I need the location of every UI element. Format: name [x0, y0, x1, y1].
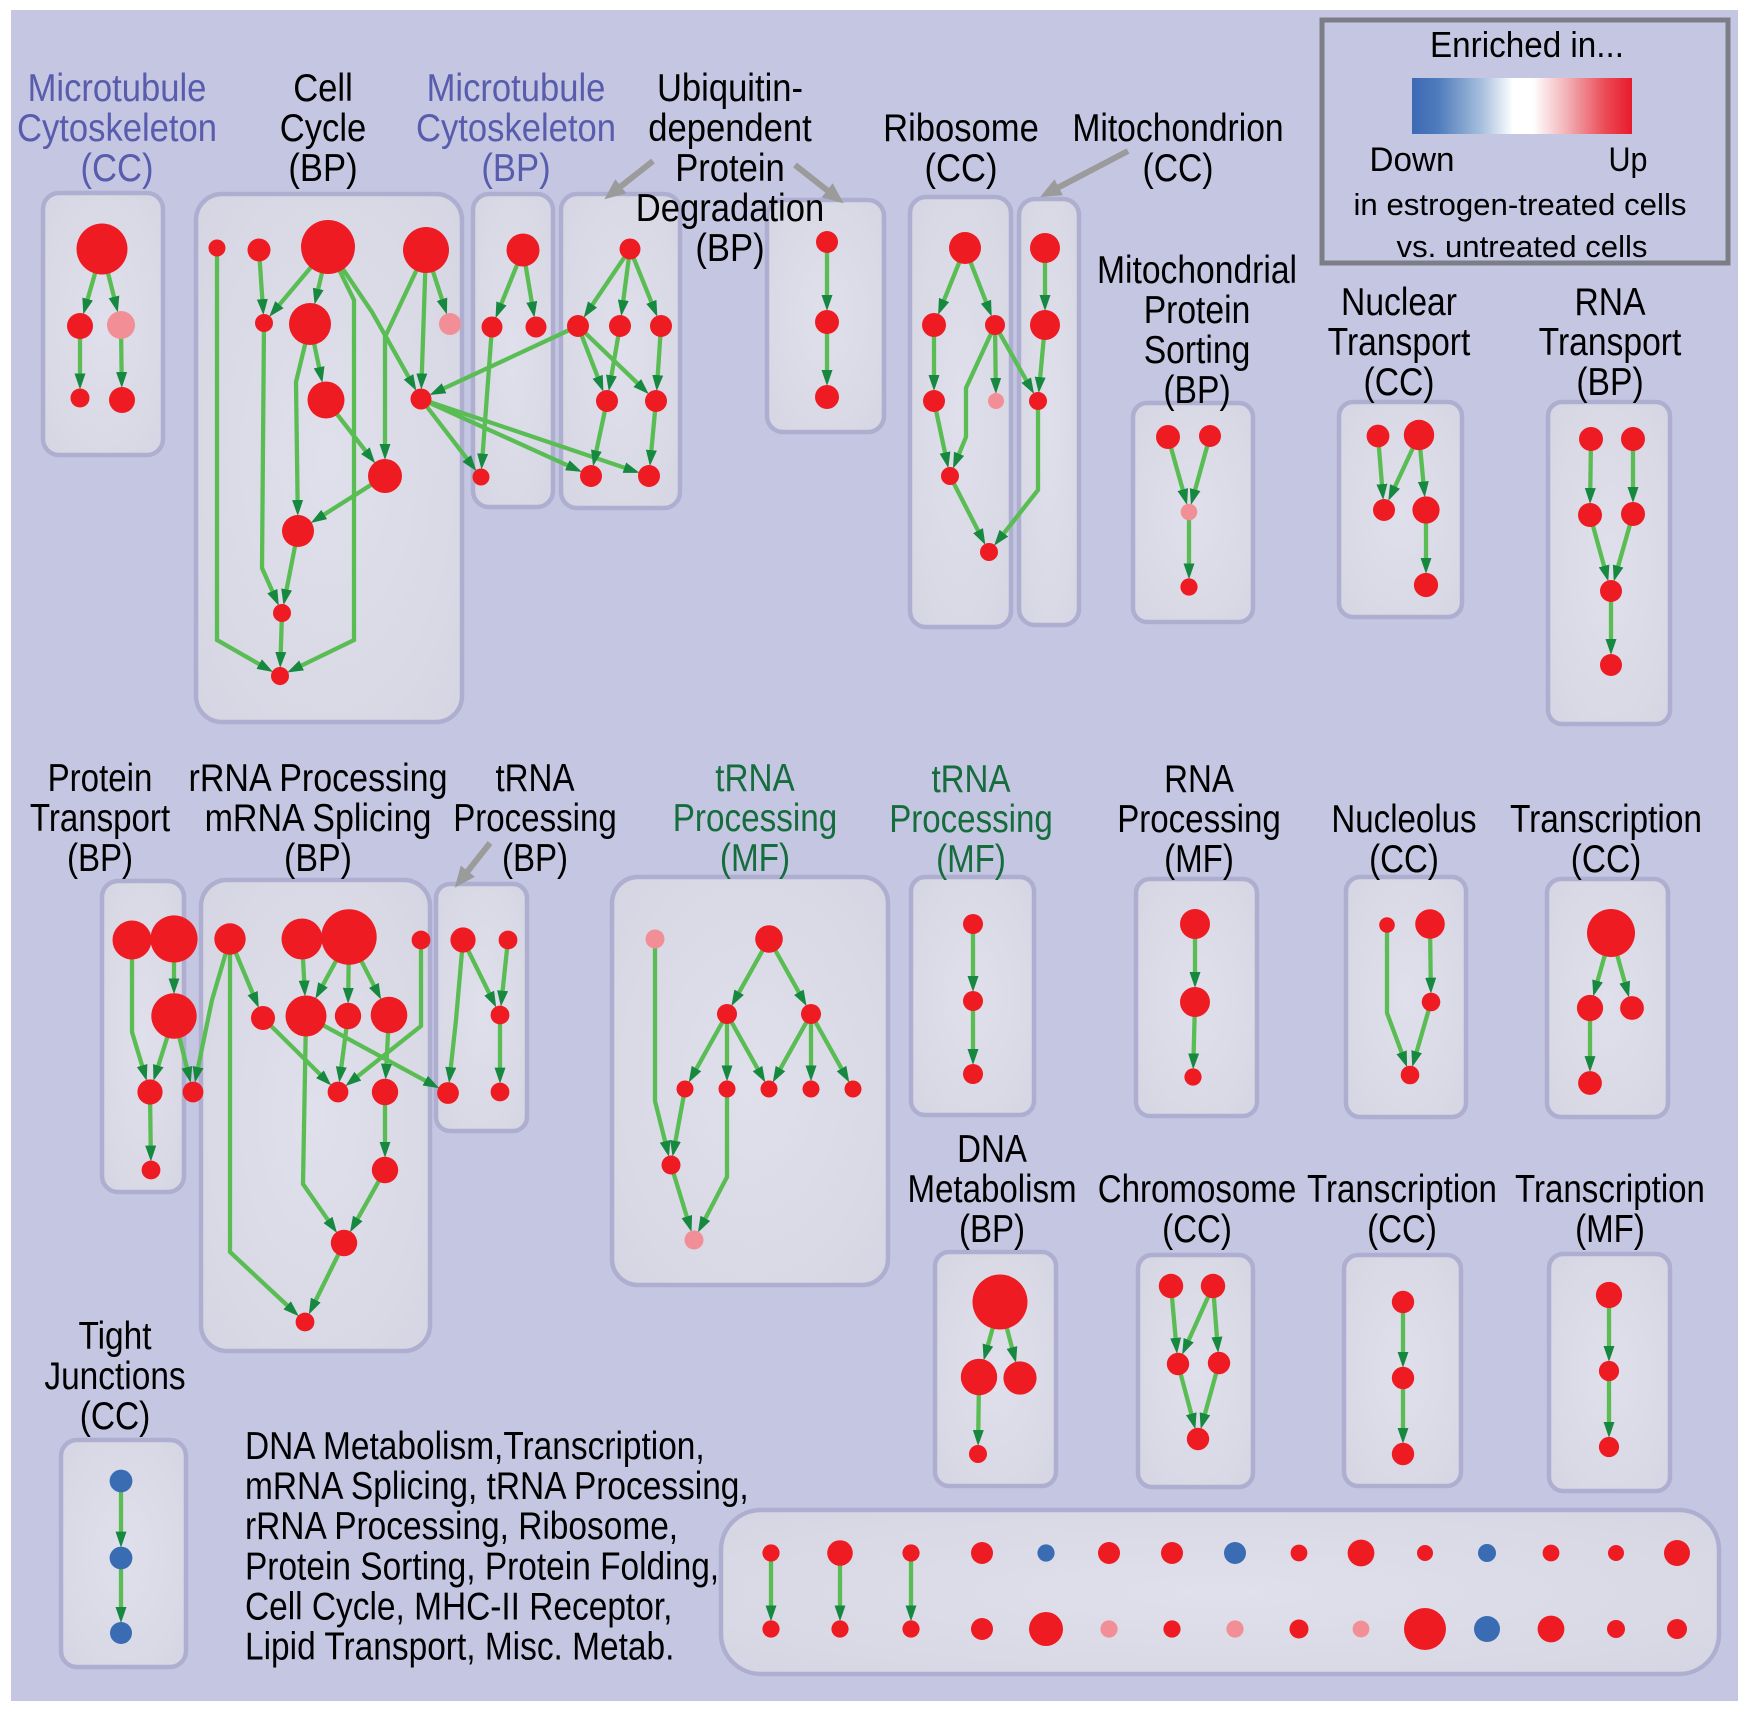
svg-text:Down: Down — [1370, 141, 1455, 179]
svg-text:(MF): (MF) — [1164, 838, 1234, 881]
svg-text:Cell: Cell — [293, 67, 353, 110]
svg-text:(CC): (CC) — [80, 1395, 151, 1438]
svg-text:(CC): (CC) — [1364, 361, 1435, 404]
svg-text:Nucleolus: Nucleolus — [1331, 798, 1476, 841]
svg-text:(MF): (MF) — [1575, 1208, 1645, 1251]
svg-text:Degradation: Degradation — [636, 187, 824, 230]
svg-text:(BP): (BP) — [67, 837, 133, 880]
svg-text:DNA: DNA — [957, 1128, 1027, 1171]
svg-text:Metabolism: Metabolism — [907, 1168, 1076, 1211]
svg-text:Transport: Transport — [30, 797, 170, 840]
svg-text:RNA: RNA — [1164, 758, 1234, 801]
svg-text:mRNA Splicing: mRNA Splicing — [205, 797, 432, 840]
svg-text:Protein: Protein — [48, 757, 153, 800]
svg-text:Transport: Transport — [1328, 321, 1471, 364]
svg-text:Microtubule: Microtubule — [28, 67, 207, 110]
svg-text:Nuclear: Nuclear — [1341, 281, 1457, 324]
svg-text:(BP): (BP) — [481, 147, 550, 190]
svg-text:tRNA: tRNA — [496, 757, 575, 800]
svg-text:Microtubule: Microtubule — [427, 67, 606, 110]
svg-text:Junctions: Junctions — [44, 1355, 185, 1398]
svg-text:tRNA: tRNA — [932, 758, 1011, 801]
svg-text:(CC): (CC) — [1143, 147, 1214, 190]
svg-text:Processing: Processing — [673, 797, 838, 840]
svg-text:(CC): (CC) — [925, 147, 998, 190]
svg-text:Cytoskeleton: Cytoskeleton — [17, 107, 217, 150]
svg-text:Processing: Processing — [453, 797, 617, 840]
svg-text:Chromosome: Chromosome — [1098, 1168, 1297, 1211]
svg-text:Protein Sorting, Protein Foldi: Protein Sorting, Protein Folding, — [245, 1545, 719, 1588]
svg-text:(CC): (CC) — [1369, 838, 1439, 881]
svg-text:(CC): (CC) — [1367, 1208, 1437, 1251]
svg-text:Enriched in...: Enriched in... — [1430, 24, 1624, 65]
svg-text:Mitochondrial: Mitochondrial — [1097, 249, 1297, 292]
svg-text:Ubiquitin-: Ubiquitin- — [657, 67, 803, 110]
svg-text:tRNA: tRNA — [715, 757, 794, 800]
svg-text:(BP): (BP) — [959, 1208, 1025, 1251]
svg-text:Cell Cycle, MHC-II Receptor,: Cell Cycle, MHC-II Receptor, — [245, 1585, 672, 1628]
svg-text:Transport: Transport — [1539, 321, 1682, 364]
svg-text:RNA: RNA — [1575, 281, 1646, 324]
svg-text:vs. untreated cells: vs. untreated cells — [1397, 229, 1648, 264]
svg-text:Transcription: Transcription — [1515, 1168, 1705, 1211]
svg-text:Sorting: Sorting — [1144, 329, 1251, 372]
svg-text:(BP): (BP) — [288, 147, 357, 190]
svg-text:Cytoskeleton: Cytoskeleton — [416, 107, 616, 150]
svg-text:rRNA Processing, Ribosome,: rRNA Processing, Ribosome, — [245, 1505, 678, 1548]
svg-text:Lipid Transport, Misc. Metab.: Lipid Transport, Misc. Metab. — [245, 1626, 674, 1669]
svg-text:dependent: dependent — [648, 107, 812, 150]
svg-text:(MF): (MF) — [720, 837, 790, 880]
svg-text:DNA Metabolism,Transcription,: DNA Metabolism,Transcription, — [245, 1425, 705, 1468]
svg-text:(BP): (BP) — [695, 227, 764, 270]
svg-text:Up: Up — [1609, 141, 1648, 179]
svg-text:Protein: Protein — [1144, 289, 1251, 332]
svg-text:(CC): (CC) — [1571, 838, 1642, 881]
svg-text:mRNA Splicing, tRNA Processing: mRNA Splicing, tRNA Processing, — [245, 1465, 749, 1508]
svg-text:(BP): (BP) — [284, 837, 352, 880]
svg-text:(BP): (BP) — [502, 837, 568, 880]
svg-text:Processing: Processing — [889, 798, 1053, 841]
svg-text:(CC): (CC) — [1162, 1208, 1232, 1251]
svg-text:rRNA Processing: rRNA Processing — [189, 757, 448, 800]
svg-text:in estrogen-treated cells: in estrogen-treated cells — [1354, 187, 1687, 222]
svg-text:Tight: Tight — [78, 1315, 151, 1358]
svg-text:Processing: Processing — [1117, 798, 1281, 841]
svg-text:(BP): (BP) — [1576, 361, 1643, 404]
svg-text:(CC): (CC) — [81, 147, 154, 190]
svg-text:Ribosome: Ribosome — [883, 107, 1039, 150]
svg-text:Transcription: Transcription — [1510, 798, 1702, 841]
svg-text:Cycle: Cycle — [280, 107, 367, 150]
svg-text:Transcription: Transcription — [1307, 1168, 1497, 1211]
svg-text:Mitochondrion: Mitochondrion — [1072, 107, 1283, 150]
svg-text:(MF): (MF) — [936, 838, 1006, 881]
svg-text:Protein: Protein — [675, 147, 785, 190]
svg-text:(BP): (BP) — [1163, 369, 1230, 412]
